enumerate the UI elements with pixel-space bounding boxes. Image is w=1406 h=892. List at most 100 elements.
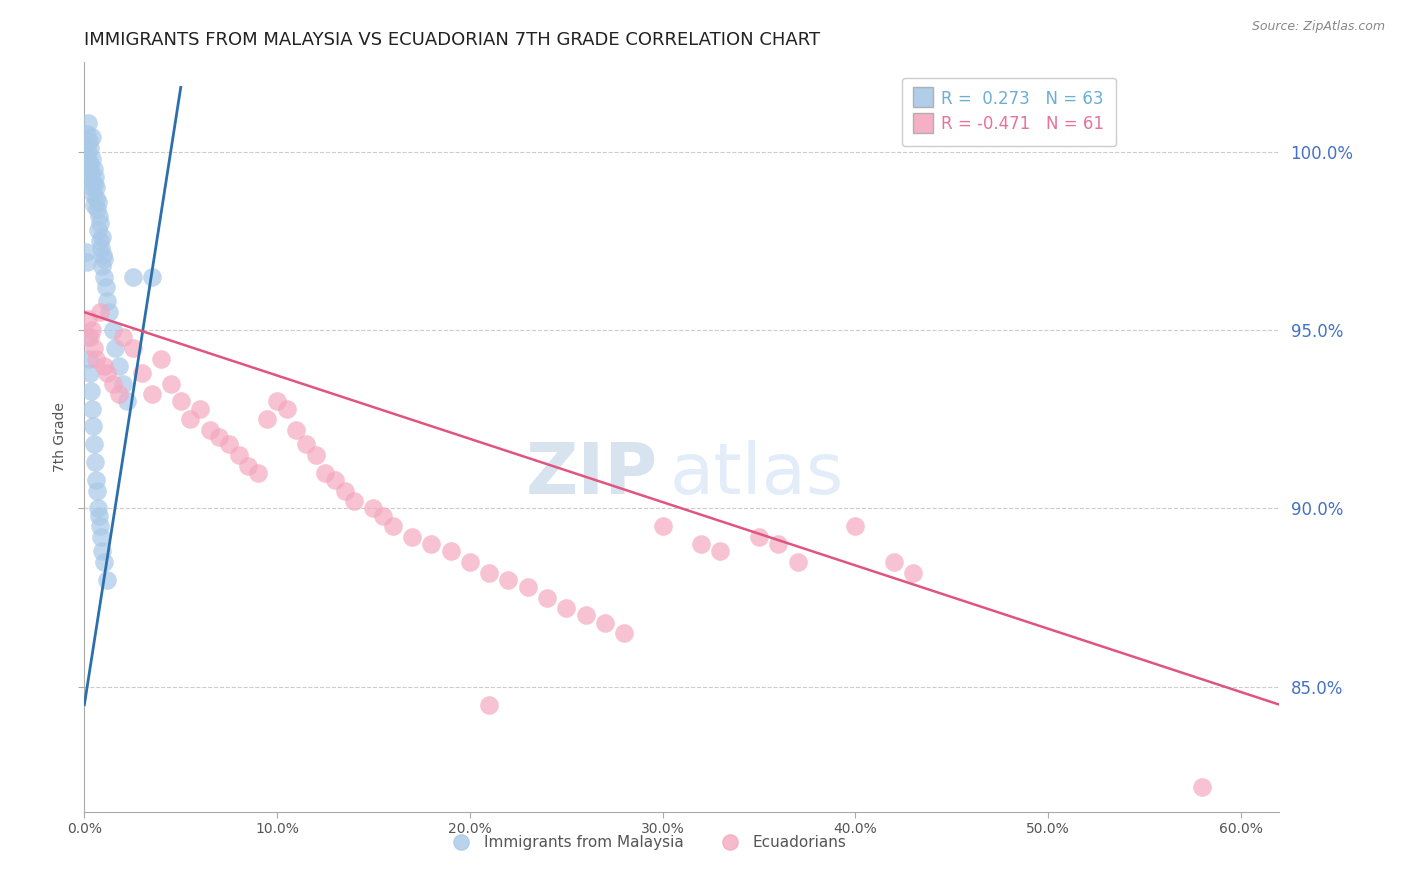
Point xyxy=(77,162,100,177)
Point xyxy=(80,401,103,416)
Point xyxy=(83,177,105,191)
Point xyxy=(82,419,104,434)
Point xyxy=(363,501,385,516)
Point xyxy=(373,508,395,523)
Point xyxy=(77,116,100,130)
Point xyxy=(198,423,221,437)
Point xyxy=(82,187,104,202)
Point xyxy=(96,294,118,309)
Point xyxy=(84,351,107,366)
Point xyxy=(150,351,173,366)
Point xyxy=(420,537,443,551)
Point xyxy=(651,519,673,533)
Point xyxy=(103,376,125,391)
Point xyxy=(266,394,288,409)
Point xyxy=(83,162,105,177)
Point xyxy=(111,376,134,391)
Point xyxy=(86,202,108,216)
Point xyxy=(903,566,925,580)
Point xyxy=(77,312,100,326)
Point xyxy=(89,519,111,533)
Point xyxy=(131,366,153,380)
Point xyxy=(439,544,461,558)
Point xyxy=(90,241,112,255)
Point xyxy=(343,494,366,508)
Point xyxy=(80,166,103,180)
Point xyxy=(76,152,98,166)
Point xyxy=(80,130,103,145)
Point xyxy=(333,483,356,498)
Legend: Immigrants from Malaysia, Ecuadorians: Immigrants from Malaysia, Ecuadorians xyxy=(440,830,852,856)
Point xyxy=(1191,780,1213,794)
Point xyxy=(84,455,107,469)
Point xyxy=(77,330,100,344)
Point xyxy=(883,555,905,569)
Point xyxy=(314,466,336,480)
Point xyxy=(83,341,105,355)
Point xyxy=(786,555,808,569)
Point xyxy=(89,234,111,248)
Point xyxy=(79,330,101,344)
Point xyxy=(170,394,193,409)
Point xyxy=(80,152,103,166)
Point xyxy=(80,323,103,337)
Point xyxy=(238,458,260,473)
Point xyxy=(108,387,131,401)
Point xyxy=(305,448,328,462)
Point xyxy=(87,501,110,516)
Point xyxy=(76,127,98,141)
Point xyxy=(87,508,110,523)
Point xyxy=(516,580,538,594)
Point xyxy=(90,259,112,273)
Point xyxy=(276,401,298,416)
Text: IMMIGRANTS FROM MALAYSIA VS ECUADORIAN 7TH GRADE CORRELATION CHART: IMMIGRANTS FROM MALAYSIA VS ECUADORIAN 7… xyxy=(84,31,821,49)
Point xyxy=(498,573,520,587)
Point xyxy=(80,384,103,398)
Point xyxy=(93,555,115,569)
Point xyxy=(90,544,112,558)
Point xyxy=(98,305,121,319)
Point xyxy=(536,591,558,605)
Point xyxy=(77,145,100,159)
Point xyxy=(256,412,278,426)
Point xyxy=(228,448,250,462)
Point xyxy=(83,198,105,212)
Point xyxy=(104,341,127,355)
Point xyxy=(141,387,163,401)
Point xyxy=(141,269,163,284)
Point xyxy=(478,698,501,712)
Point xyxy=(768,537,790,551)
Point xyxy=(748,530,770,544)
Y-axis label: 7th Grade: 7th Grade xyxy=(53,402,67,472)
Point xyxy=(86,483,108,498)
Point xyxy=(574,608,596,623)
Point xyxy=(709,544,731,558)
Point xyxy=(844,519,866,533)
Point xyxy=(613,626,636,640)
Point xyxy=(75,244,97,259)
Point xyxy=(593,615,616,630)
Point xyxy=(87,194,110,209)
Point xyxy=(115,394,138,409)
Point xyxy=(96,573,118,587)
Point xyxy=(90,530,112,544)
Point xyxy=(91,248,114,262)
Point xyxy=(79,366,101,380)
Point xyxy=(295,437,318,451)
Point xyxy=(84,180,107,194)
Point xyxy=(218,437,240,451)
Point xyxy=(208,430,231,444)
Text: Source: ZipAtlas.com: Source: ZipAtlas.com xyxy=(1251,20,1385,33)
Point xyxy=(179,412,201,426)
Point xyxy=(93,269,115,284)
Point xyxy=(79,159,101,173)
Point xyxy=(90,230,112,244)
Point xyxy=(84,169,107,184)
Point xyxy=(121,269,143,284)
Point xyxy=(87,209,110,223)
Point xyxy=(93,252,115,266)
Point xyxy=(75,137,97,152)
Point xyxy=(87,223,110,237)
Point xyxy=(84,473,107,487)
Point xyxy=(188,401,211,416)
